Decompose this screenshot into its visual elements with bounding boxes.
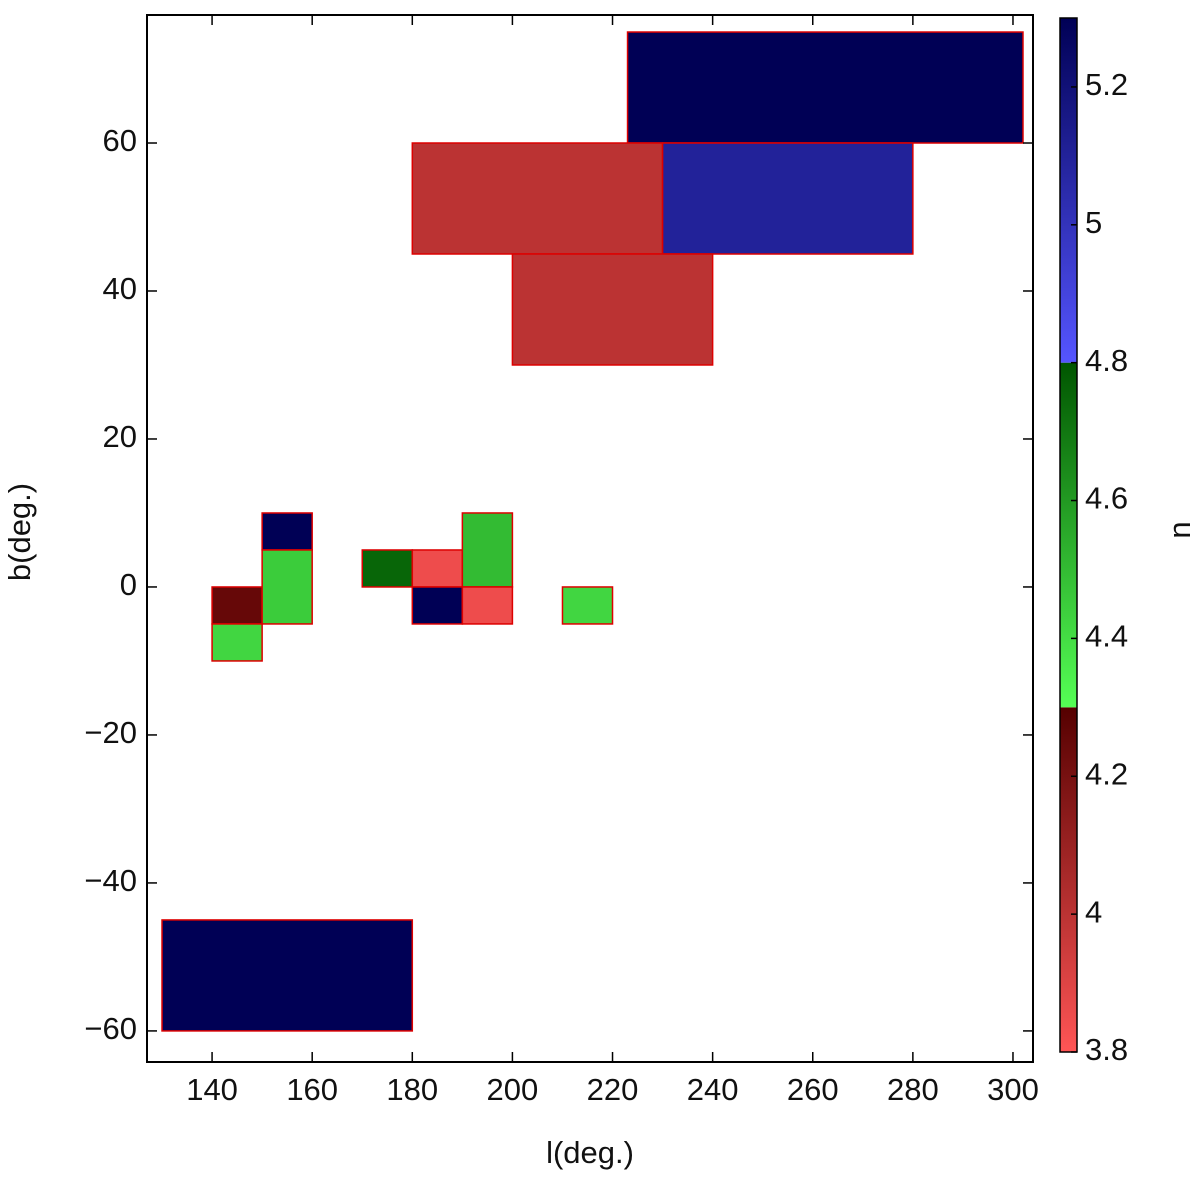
colorbar-tick-label: 5	[1085, 205, 1102, 240]
x-tick-label: 300	[987, 1072, 1039, 1107]
x-tick-label: 140	[186, 1072, 238, 1107]
cell	[361, 549, 414, 588]
colorbar-segment	[1060, 362, 1077, 708]
x-tick-label: 220	[587, 1072, 639, 1107]
colorbar-tick-label: 4.4	[1085, 619, 1128, 654]
y-tick-label: 40	[103, 271, 137, 306]
cell	[461, 512, 514, 588]
cell	[511, 253, 714, 366]
x-tick-label: 240	[687, 1072, 739, 1107]
x-tick-label: 280	[887, 1072, 939, 1107]
y-tick-label: −40	[84, 863, 137, 898]
colorbar-tick-label: 4.6	[1085, 481, 1128, 516]
y-tick-label: 20	[103, 419, 137, 454]
cell	[411, 586, 464, 625]
cell	[411, 142, 664, 255]
colorbar-segment	[1060, 18, 1077, 363]
cell	[211, 586, 263, 625]
cell	[261, 512, 313, 551]
colorbar-frame	[1059, 17, 1078, 1053]
y-tick-label: −60	[84, 1011, 137, 1046]
cell	[261, 549, 313, 625]
y-tick-label: −20	[84, 715, 137, 750]
colorbar-tick-label: 4	[1085, 894, 1102, 929]
y-tick-label: 0	[120, 567, 137, 602]
colorbar-tick-label: 4.2	[1085, 756, 1128, 791]
cell	[626, 31, 1024, 144]
y-tick-label: 60	[103, 123, 137, 158]
cell	[411, 549, 464, 588]
x-axis-label: l(deg.)	[546, 1135, 634, 1170]
cell	[161, 919, 414, 1032]
cell	[561, 586, 614, 625]
colorbar-tick-label: 4.8	[1085, 343, 1128, 378]
x-tick-label: 180	[386, 1072, 438, 1107]
colorbar-segment	[1060, 707, 1077, 1052]
y-axis-label: b(deg.)	[2, 483, 37, 581]
x-tick-label: 160	[286, 1072, 338, 1107]
cell	[211, 623, 263, 662]
x-tick-label: 200	[487, 1072, 539, 1107]
plot-frame	[146, 14, 1034, 1063]
cell	[461, 586, 514, 625]
x-tick-label: 260	[787, 1072, 839, 1107]
colorbar-label: n	[1162, 521, 1197, 538]
colorbar-tick-label: 3.8	[1085, 1032, 1128, 1067]
colorbar-tick-label: 5.2	[1085, 67, 1128, 102]
cell	[661, 142, 914, 255]
